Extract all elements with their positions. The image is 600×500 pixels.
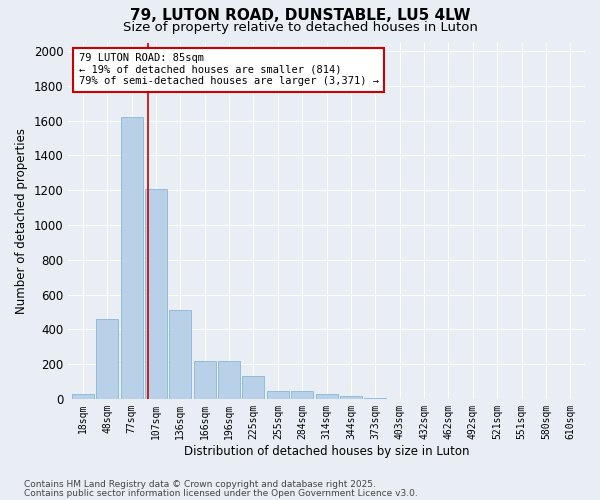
Bar xyxy=(364,398,386,399)
Text: Contains HM Land Registry data © Crown copyright and database right 2025.: Contains HM Land Registry data © Crown c… xyxy=(24,480,376,489)
Bar xyxy=(72,394,94,399)
Text: Contains public sector information licensed under the Open Government Licence v3: Contains public sector information licen… xyxy=(24,488,418,498)
X-axis label: Distribution of detached houses by size in Luton: Distribution of detached houses by size … xyxy=(184,444,469,458)
Bar xyxy=(218,362,240,399)
Bar xyxy=(291,391,313,399)
Bar xyxy=(340,396,362,399)
Bar xyxy=(316,394,338,399)
Bar xyxy=(169,310,191,399)
Y-axis label: Number of detached properties: Number of detached properties xyxy=(15,128,28,314)
Text: 79, LUTON ROAD, DUNSTABLE, LU5 4LW: 79, LUTON ROAD, DUNSTABLE, LU5 4LW xyxy=(130,8,470,22)
Text: Size of property relative to detached houses in Luton: Size of property relative to detached ho… xyxy=(122,21,478,34)
Bar xyxy=(121,117,143,399)
Bar xyxy=(194,362,215,399)
Text: 79 LUTON ROAD: 85sqm
← 19% of detached houses are smaller (814)
79% of semi-deta: 79 LUTON ROAD: 85sqm ← 19% of detached h… xyxy=(79,53,379,86)
Bar xyxy=(145,188,167,399)
Bar xyxy=(96,319,118,399)
Bar xyxy=(267,391,289,399)
Bar xyxy=(242,376,265,399)
